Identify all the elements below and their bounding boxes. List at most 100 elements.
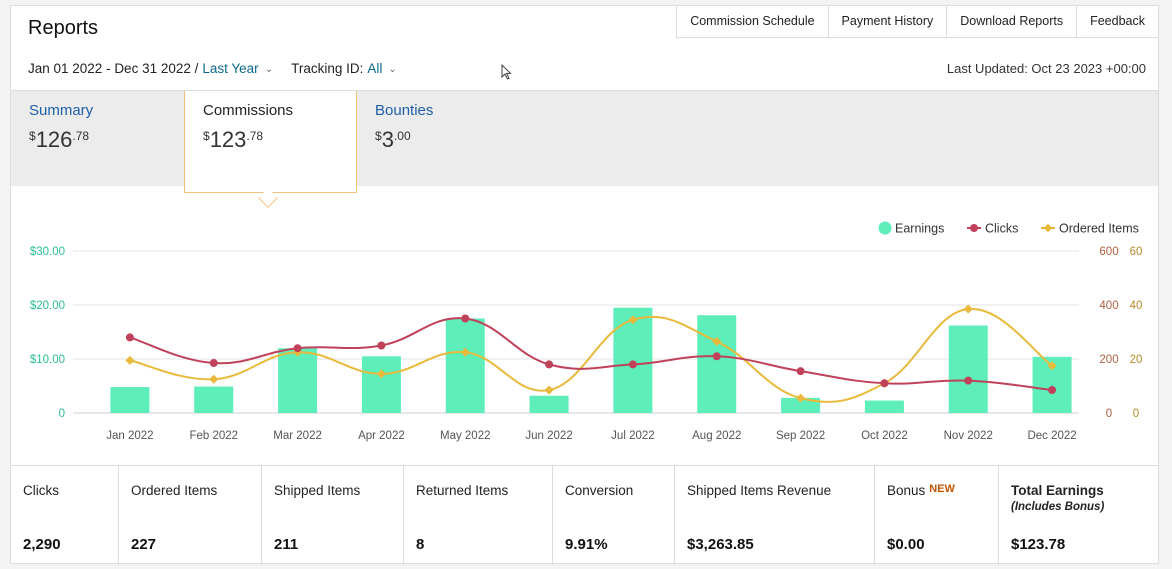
clicks-point xyxy=(796,367,805,376)
left-axis-tick: $20.00 xyxy=(30,300,65,312)
stat-sublabel: (Includes Bonus) xyxy=(1011,501,1105,513)
earnings-bar xyxy=(697,315,737,413)
stat-value: 8 xyxy=(416,536,425,553)
ordered-items-point xyxy=(209,374,219,384)
new-badge: NEW xyxy=(929,483,955,495)
stats-row: Clicks 2,290 Ordered Items 227 Shipped I… xyxy=(11,465,1158,565)
tab-bounties-amount: $3.00 xyxy=(375,127,411,152)
ordered-items-point xyxy=(963,304,973,314)
legend-ordered-items-swatch xyxy=(1043,223,1053,233)
ordered-items-point xyxy=(544,385,554,395)
ordered-items-point xyxy=(460,347,470,357)
stat-label: Returned Items xyxy=(416,483,509,498)
x-axis-tick: Jun 2022 xyxy=(525,430,572,442)
legend-ordered-items-label: Ordered Items xyxy=(1059,222,1139,236)
legend-earnings-label: Earnings xyxy=(895,222,944,236)
reports-panel: Reports Commission Schedule Payment Hist… xyxy=(10,5,1160,565)
stat-ordered-items: Ordered Items 227 xyxy=(119,466,262,565)
stat-shipped-items-revenue: Shipped Items Revenue $3,263.85 xyxy=(675,466,875,565)
stat-value: 227 xyxy=(131,536,157,553)
date-range: Jan 01 2022 - Dec 31 2022 / xyxy=(28,61,199,76)
tab-summary-amount: $126.78 xyxy=(29,127,90,152)
stat-value: 2,290 xyxy=(23,536,61,553)
stat-total-earnings: Total Earnings (Includes Bonus) $123.78 xyxy=(999,466,1158,565)
legend-clicks-label: Clicks xyxy=(985,222,1018,236)
tab-commissions-label: Commissions xyxy=(203,102,294,119)
clicks-point xyxy=(461,314,470,323)
stat-returned-items: Returned Items 8 xyxy=(404,466,553,565)
left-axis-tick: $30.00 xyxy=(30,246,65,258)
earnings-chart: 0 0 0 $10.00 200 20 $20.00 400 40 $30.00 600 60 Jan … xyxy=(11,186,1160,464)
ordered-items-point xyxy=(125,355,135,365)
tab-bounties-label: Bounties xyxy=(375,102,434,119)
tab-summary[interactable]: Summary $126.78 xyxy=(11,91,183,187)
earnings-bar xyxy=(781,397,821,413)
page-title: Reports xyxy=(28,17,99,39)
right-axis-clicks-tick: 600 xyxy=(1099,246,1118,258)
earnings-bar xyxy=(948,325,988,413)
stat-value: 9.91% xyxy=(565,536,608,553)
filters-bar: Jan 01 2022 - Dec 31 2022 / Last Year ⌄ T… xyxy=(28,61,397,76)
stat-value: 211 xyxy=(274,536,299,553)
legend-earnings-swatch xyxy=(878,221,892,235)
stat-clicks: Clicks 2,290 xyxy=(11,466,119,565)
summary-tabs: Summary $126.78 Commissions $123.78 Boun… xyxy=(11,90,1158,193)
legend-clicks-swatch xyxy=(970,224,978,232)
chevron-down-icon: ⌄ xyxy=(388,64,397,75)
stat-label: Ordered Items xyxy=(131,483,218,498)
earnings-bar xyxy=(278,348,318,413)
last-updated: Last Updated: Oct 23 2023 +00:00 xyxy=(946,61,1146,76)
tracking-id-value: All xyxy=(367,61,383,76)
ordered-items-line xyxy=(129,308,1053,404)
x-axis-tick: Jan 2022 xyxy=(106,430,153,442)
stat-label: Shipped Items Revenue xyxy=(687,483,832,498)
x-axis-tick: Aug 2022 xyxy=(692,430,741,442)
right-axis-items-tick: 20 xyxy=(1130,354,1143,366)
x-axis-tick: Sep 2022 xyxy=(776,430,825,442)
stat-label: Total Earnings xyxy=(1011,483,1104,498)
clicks-line xyxy=(129,317,1053,392)
x-axis-tick: May 2022 xyxy=(440,430,491,442)
x-axis-tick: Dec 2022 xyxy=(1027,430,1076,442)
date-range-preset-label: Last Year xyxy=(202,61,259,76)
tracking-id-dropdown[interactable]: All ⌄ xyxy=(367,61,396,76)
tab-summary-label: Summary xyxy=(29,102,94,119)
tracking-id-label: Tracking ID: xyxy=(291,61,364,76)
clicks-point xyxy=(880,379,889,388)
x-axis-tick: Apr 2022 xyxy=(358,430,405,442)
stat-label: Clicks xyxy=(23,483,59,498)
download-reports-link[interactable]: Download Reports xyxy=(946,6,1077,38)
x-axis-tick: Feb 2022 xyxy=(189,430,238,442)
x-axis-tick: Oct 2022 xyxy=(861,430,908,442)
clicks-point xyxy=(964,376,973,385)
tab-bounties[interactable]: Bounties $3.00 xyxy=(357,91,529,187)
tab-commissions[interactable]: Commissions $123.78 xyxy=(184,91,357,193)
right-axis-clicks-tick: 200 xyxy=(1099,354,1118,366)
clicks-point xyxy=(377,341,386,350)
right-axis-items-tick: 60 xyxy=(1130,246,1143,258)
stat-label: Conversion xyxy=(565,483,634,498)
earnings-bar xyxy=(110,387,150,413)
stat-label: Shipped Items xyxy=(274,483,361,498)
stat-value: $123.78 xyxy=(1011,536,1066,553)
right-axis-items-tick: 40 xyxy=(1130,300,1143,312)
stat-bonus: Bonus NEW $0.00 xyxy=(875,466,999,565)
clicks-point xyxy=(712,352,721,361)
clicks-point xyxy=(125,333,134,342)
right-axis-items-tick: 0 xyxy=(1133,408,1139,420)
top-links: Commission Schedule Payment History Down… xyxy=(676,6,1158,38)
stat-value: $0.00 xyxy=(887,536,925,553)
feedback-link[interactable]: Feedback xyxy=(1076,6,1158,38)
earnings-bar xyxy=(361,356,401,413)
left-axis-tick: 0 xyxy=(59,408,65,420)
clicks-point xyxy=(1048,386,1057,395)
right-axis-clicks-tick: 0 xyxy=(1106,408,1112,420)
stat-label: Bonus NEW xyxy=(887,483,955,498)
commission-schedule-link[interactable]: Commission Schedule xyxy=(676,6,828,38)
date-range-preset-dropdown[interactable]: Last Year ⌄ xyxy=(202,61,273,76)
stat-value: $3,263.85 xyxy=(687,536,754,553)
stat-shipped-items: Shipped Items 211 xyxy=(262,466,404,565)
payment-history-link[interactable]: Payment History xyxy=(827,6,947,38)
x-axis-tick: Nov 2022 xyxy=(944,430,993,442)
right-axis-clicks-tick: 400 xyxy=(1099,300,1118,312)
